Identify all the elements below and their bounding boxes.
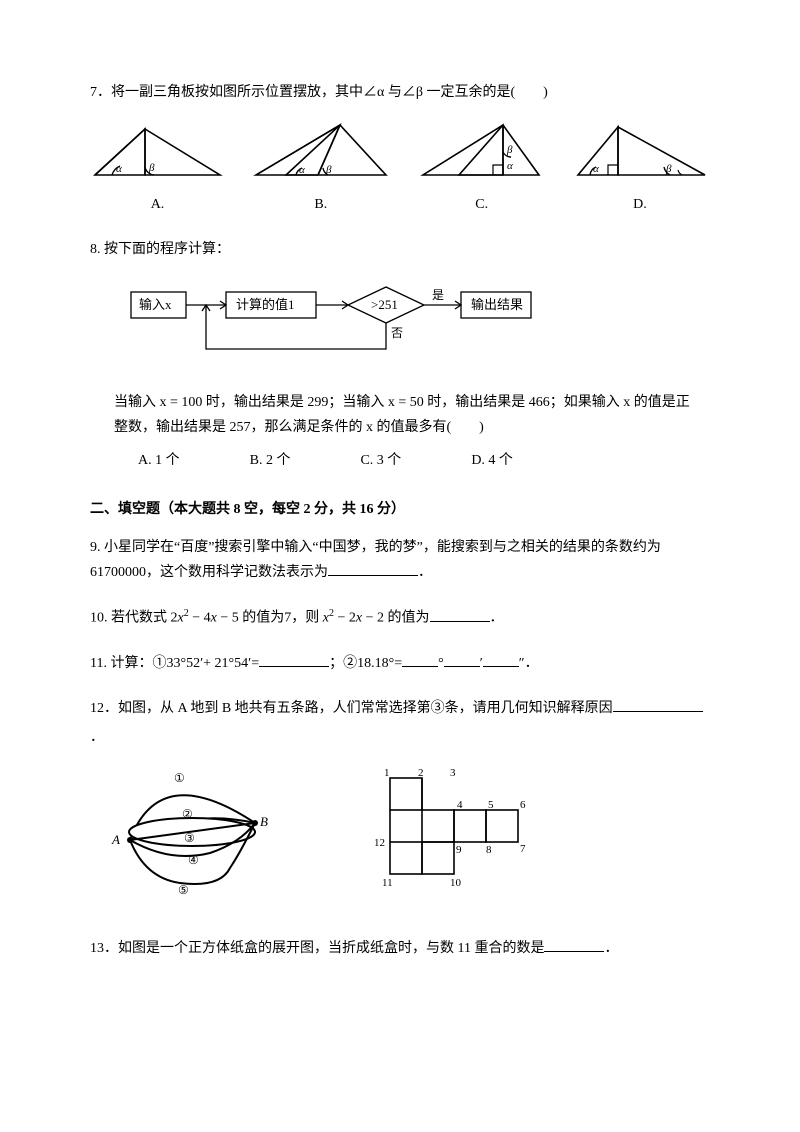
q7-fig-d: α β D. (570, 117, 710, 217)
q9-line2: 61700000，这个数用科学记数法表示为． (90, 560, 710, 585)
svg-text:是: 是 (432, 288, 444, 302)
cube-net-icon: 1 2 3 4 5 6 7 8 9 10 11 12 (350, 768, 560, 908)
triangles-d-icon: α β (570, 117, 710, 182)
q12-figures: A B ① ② ③ ④ ⑤ 1 2 3 4 (100, 768, 710, 908)
svg-text:10: 10 (450, 877, 462, 889)
svg-text:β: β (148, 162, 155, 174)
svg-text:α: α (507, 160, 513, 172)
q9-line1: 9. 小星同学在“百度”搜索引擎中输入“中国梦，我的梦”，能搜索到与之相关的结果… (90, 535, 710, 560)
svg-text:7: 7 (520, 843, 526, 855)
q7-label-c: C. (417, 192, 547, 217)
triangles-c-icon: β α (417, 117, 547, 182)
q7-fig-c: β α C. (417, 117, 547, 217)
question-7: 7．将一副三角板按如图所示位置摆放，其中∠α 与∠β 一定互余的是( ) α β… (90, 80, 710, 217)
svg-text:β: β (325, 164, 332, 176)
svg-text:⑤: ⑤ (178, 883, 189, 897)
q12-blank[interactable] (613, 696, 703, 712)
q8-opt-d: D. 4 个 (471, 448, 513, 473)
svg-text:否: 否 (391, 326, 403, 340)
svg-text:A: A (111, 832, 120, 847)
svg-text:输出结果: 输出结果 (471, 297, 523, 312)
q9-blank[interactable] (328, 560, 418, 576)
triangles-a-icon: α β (90, 117, 225, 182)
svg-text:11: 11 (382, 877, 393, 889)
svg-text:计算的值1: 计算的值1 (236, 297, 295, 312)
svg-text:9: 9 (456, 844, 462, 856)
svg-text:4: 4 (457, 799, 463, 811)
svg-text:④: ④ (188, 853, 199, 867)
question-13: 13．如图是一个正方体纸盒的展开图，当折成纸盒时，与数 11 重合的数是． (90, 936, 710, 961)
svg-text:α: α (593, 163, 599, 175)
question-8: 8. 按下面的程序计算： 输入x 计算的值1 >251 输出结果 是 否 当输入… (90, 237, 710, 473)
question-9: 9. 小星同学在“百度”搜索引擎中输入“中国梦，我的梦”，能搜索到与之相关的结果… (90, 535, 710, 585)
svg-text:>251: >251 (371, 297, 398, 312)
svg-text:12: 12 (374, 837, 385, 849)
triangles-b-icon: α β (248, 117, 393, 182)
q8-line2: 整数，输出结果是 257，那么满足条件的 x 的值最多有( ) (114, 415, 710, 440)
svg-text:6: 6 (520, 799, 526, 811)
q11-blank4[interactable] (483, 651, 519, 667)
svg-text:①: ① (174, 771, 185, 785)
svg-text:α: α (299, 164, 305, 176)
question-11: 11. 计算：①33°52′+ 21°54′=；②18.18°=°′″． (90, 651, 710, 676)
q8-opt-b: B. 2 个 (250, 448, 291, 473)
q7-fig-a: α β A. (90, 117, 225, 217)
q7-label-a: A. (90, 192, 225, 217)
q12-period: ． (90, 725, 710, 750)
svg-text:α: α (116, 163, 122, 175)
q7-fig-b: α β B. (248, 117, 393, 217)
question-12: 12．如图，从 A 地到 B 地共有五条路，人们常常选择第③条，请用几何知识解释… (90, 696, 710, 908)
svg-text:8: 8 (486, 844, 492, 856)
q11-blank1[interactable] (259, 651, 329, 667)
q8-line1: 当输入 x = 100 时，输出结果是 299；当输入 x = 50 时，输出结… (114, 390, 710, 415)
svg-text:③: ③ (184, 831, 195, 845)
q7-label-d: D. (570, 192, 710, 217)
q10-blank[interactable] (430, 606, 490, 622)
q8-intro: 8. 按下面的程序计算： (90, 237, 710, 262)
flowchart-icon: 输入x 计算的值1 >251 输出结果 是 否 (126, 277, 546, 367)
svg-text:2: 2 (418, 768, 424, 779)
svg-text:β: β (665, 163, 672, 175)
svg-text:3: 3 (450, 768, 456, 779)
q11-blank3[interactable] (444, 651, 480, 667)
q8-opt-c: C. 3 个 (360, 448, 401, 473)
q8-options: A. 1 个 B. 2 个 C. 3 个 D. 4 个 (114, 448, 710, 473)
q8-body: 当输入 x = 100 时，输出结果是 299；当输入 x = 50 时，输出结… (90, 390, 710, 474)
q7-label-b: B. (248, 192, 393, 217)
svg-text:输入x: 输入x (139, 297, 172, 312)
q7-text: 7．将一副三角板按如图所示位置摆放，其中∠α 与∠β 一定互余的是( ) (90, 80, 710, 105)
svg-text:β: β (506, 144, 513, 156)
question-10: 10. 若代数式 2x2 − 4x − 5 的值为7，则 x2 − 2x − 2… (90, 605, 710, 631)
svg-text:5: 5 (488, 799, 494, 811)
section-2-title: 二、填空题（本大题共 8 空，每空 2 分，共 16 分） (90, 497, 710, 522)
svg-text:B: B (260, 814, 268, 829)
q7-figures-row: α β A. α β B. (90, 117, 710, 217)
paths-ab-icon: A B ① ② ③ ④ ⑤ (100, 768, 290, 898)
q8-opt-a: A. 1 个 (138, 448, 180, 473)
q11-blank2[interactable] (402, 651, 438, 667)
q13-blank[interactable] (544, 936, 604, 952)
q12-text: 12．如图，从 A 地到 B 地共有五条路，人们常常选择第③条，请用几何知识解释… (90, 696, 710, 721)
q8-flowchart: 输入x 计算的值1 >251 输出结果 是 否 (126, 277, 710, 376)
svg-text:②: ② (182, 807, 193, 821)
svg-text:1: 1 (384, 768, 390, 779)
